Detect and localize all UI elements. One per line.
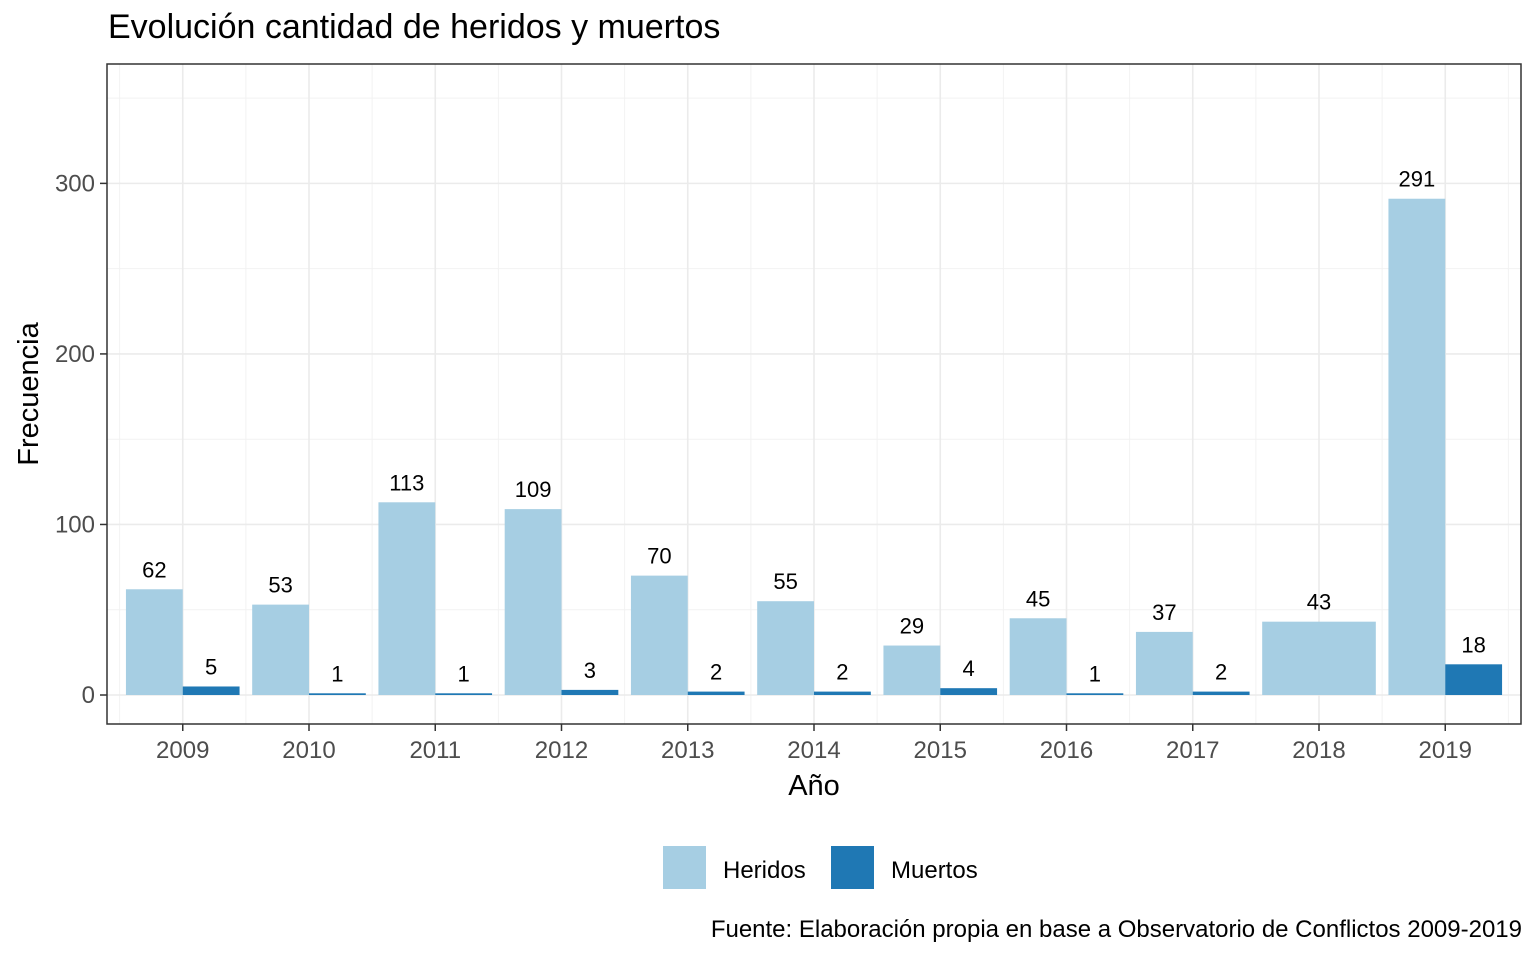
y-axis-title: Frecuencia	[13, 321, 45, 465]
x-tick-label: 2014	[787, 737, 840, 764]
data-label: 37	[1152, 600, 1176, 625]
bar-heridos-2009	[125, 589, 183, 696]
bar-heridos-2016	[1009, 618, 1067, 696]
bar-muertos-2014	[814, 691, 871, 696]
data-label: 2	[710, 660, 722, 685]
x-tick-label: 2017	[1166, 737, 1219, 764]
legend-label: Muertos	[891, 857, 978, 884]
y-tick-label: 300	[55, 170, 95, 197]
bar-muertos-2010	[309, 693, 366, 696]
data-label: 291	[1398, 167, 1435, 192]
bar-heridos-2010	[252, 604, 309, 696]
bar-muertos-2011	[435, 693, 493, 696]
data-label: 5	[205, 654, 217, 679]
data-label: 4	[963, 656, 975, 681]
bars	[125, 198, 1503, 696]
y-tick-label: 100	[55, 511, 95, 538]
y-tick-label: 200	[55, 341, 95, 368]
bar-heridos-2013	[630, 575, 688, 696]
bar-heridos-2018	[1262, 621, 1376, 696]
data-label: 1	[331, 661, 343, 686]
x-tick-label: 2019	[1419, 737, 1472, 764]
x-tick-label: 2018	[1292, 737, 1345, 764]
data-label: 2	[836, 660, 848, 685]
legend-key-heridos	[663, 846, 706, 889]
bar-muertos-2019	[1445, 664, 1503, 696]
data-label: 45	[1026, 586, 1050, 611]
bar-labels: 62 5 53 1 113 1 109 3 70 2 55 2 29 4 45 1 37 2 43 291 18	[142, 167, 1486, 687]
bar-muertos-2013	[687, 691, 745, 696]
bar-muertos-2017	[1192, 691, 1250, 696]
data-label: 18	[1461, 632, 1485, 657]
legend: Heridos Muertos	[663, 846, 978, 889]
source-caption: Fuente: Elaboración propia en base a Obs…	[710, 916, 1522, 943]
bar-heridos-2017	[1135, 631, 1193, 696]
data-label: 53	[268, 573, 292, 598]
bar-muertos-2012	[561, 689, 619, 696]
data-label: 1	[1089, 661, 1101, 686]
data-label: 3	[584, 658, 596, 683]
bar-muertos-2009	[182, 686, 240, 696]
bar-muertos-2016	[1066, 693, 1124, 696]
x-tick-label: 2011	[409, 737, 461, 764]
data-label: 29	[900, 614, 924, 639]
legend-label: Heridos	[723, 857, 806, 884]
x-axis-title: Año	[788, 770, 840, 802]
chart-title: Evolución cantidad de heridos y muertos	[108, 8, 721, 46]
x-tick-label: 2016	[1040, 737, 1093, 764]
bar-heridos-2015	[883, 645, 941, 696]
data-label: 1	[458, 661, 470, 686]
axes: 0 100 200 300 2009 2010 2011 2012 2013 2014 2015 20…	[55, 63, 1522, 764]
x-tick-label: 2012	[535, 737, 588, 764]
x-tick-label: 2009	[156, 737, 209, 764]
y-tick-label: 0	[82, 682, 95, 709]
data-label: 43	[1307, 590, 1331, 615]
bar-heridos-2014	[757, 601, 814, 696]
bar-heridos-2011	[378, 502, 436, 696]
legend-key-muertos	[831, 846, 874, 889]
x-tick-label: 2010	[282, 737, 335, 764]
bar-heridos-2012	[504, 509, 562, 696]
data-label: 109	[515, 477, 552, 502]
bar-muertos-2015	[940, 688, 998, 696]
x-tick-label: 2015	[914, 737, 967, 764]
x-tick-label: 2013	[661, 737, 714, 764]
data-label: 55	[773, 569, 797, 594]
data-label: 70	[647, 544, 671, 569]
data-label: 2	[1215, 660, 1227, 685]
data-label: 113	[389, 470, 424, 495]
data-label: 62	[142, 557, 166, 582]
bar-heridos-2019	[1388, 198, 1446, 696]
